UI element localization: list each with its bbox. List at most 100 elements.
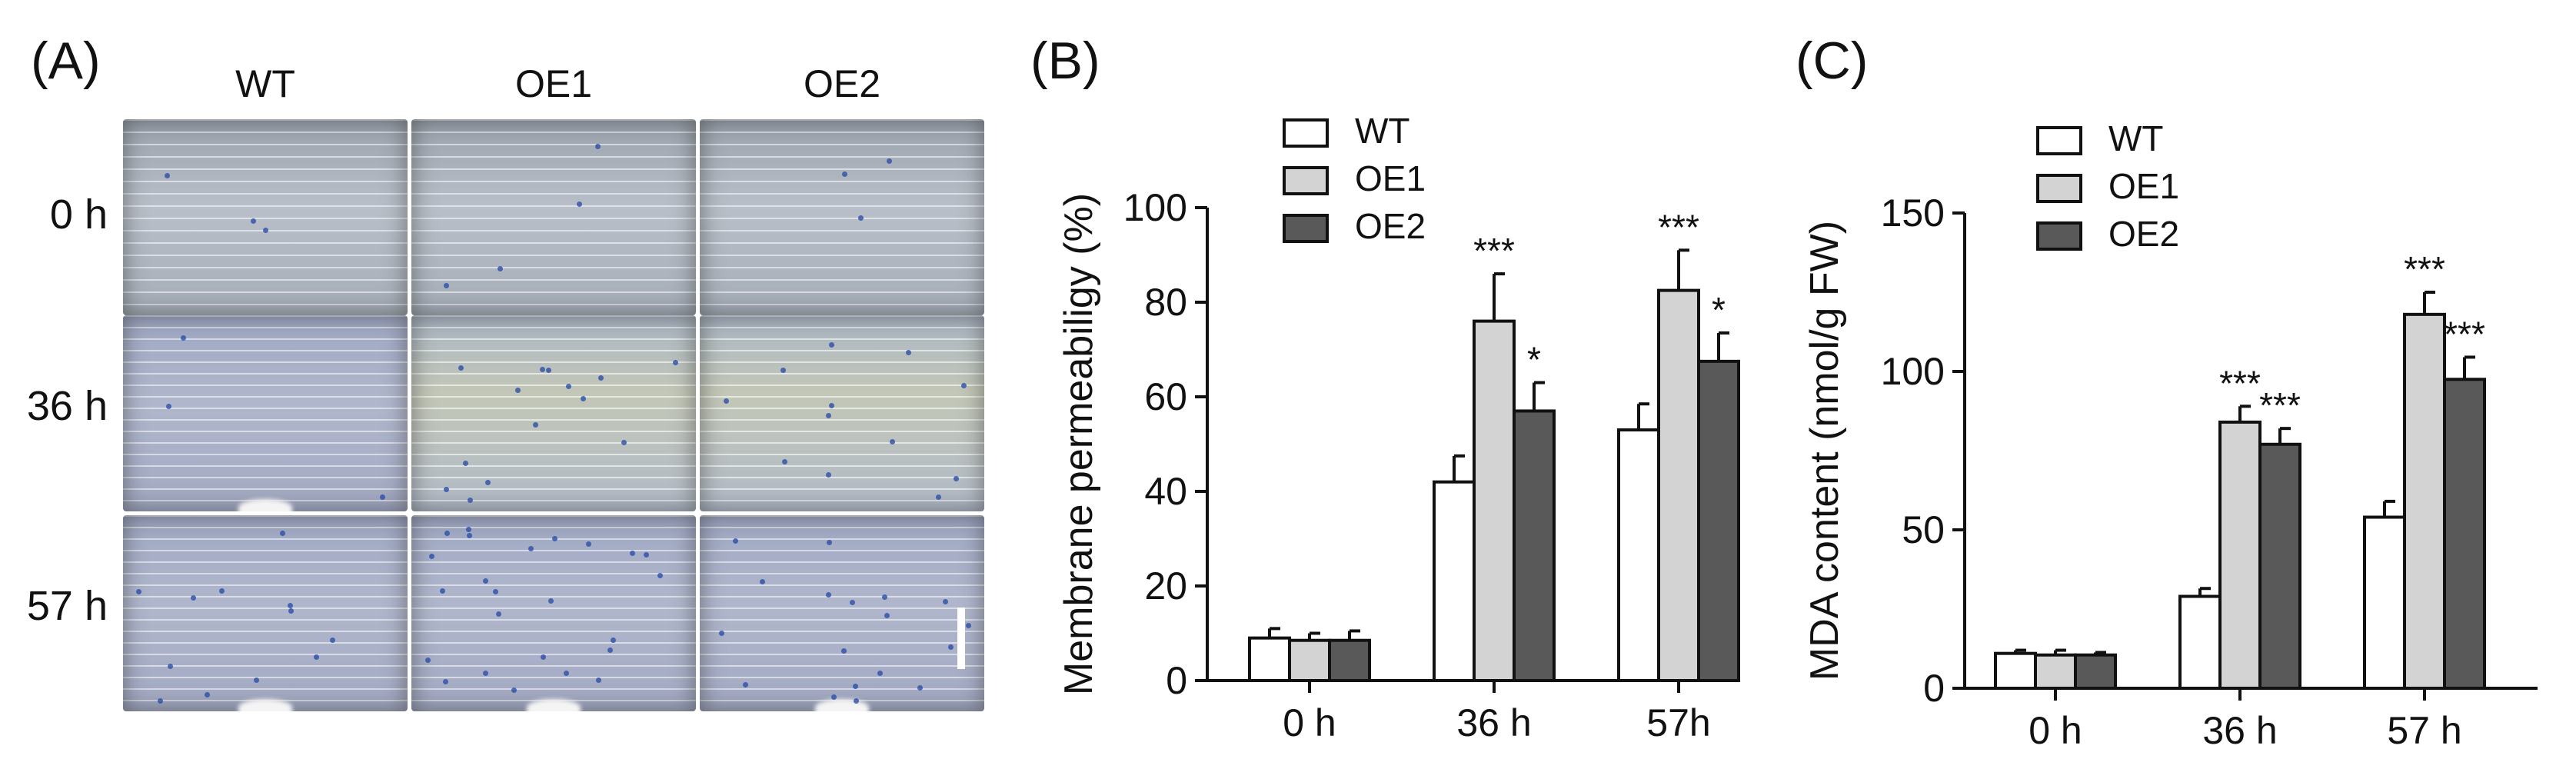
y-tick-label: 50 <box>1902 508 1945 551</box>
y-axis-label: Membrane permeabiligy (%) <box>1057 193 1101 695</box>
bar-wt <box>2178 594 2222 691</box>
stain-spot <box>672 359 678 365</box>
row-label-57h: 57 h <box>26 583 108 629</box>
stain-spot <box>429 553 435 559</box>
stain-spot <box>565 384 571 390</box>
stain-spot <box>532 421 538 428</box>
col-label-wt: WT <box>235 62 295 105</box>
stain-spot <box>733 538 739 544</box>
stain-spot <box>905 349 911 355</box>
stain-spot <box>830 694 837 700</box>
bar-oe2 <box>2443 378 2486 690</box>
bar-wt <box>1433 480 1476 682</box>
stain-spot <box>826 412 831 418</box>
bar-oe1 <box>2034 653 2077 690</box>
bar-wt <box>1617 428 1660 682</box>
significance-mark: * <box>1527 340 1541 380</box>
stain-spot <box>852 683 858 689</box>
stain-spot <box>158 697 164 704</box>
stain-spot <box>496 611 502 617</box>
bar-oe1 <box>1657 288 1700 682</box>
stain-spot <box>829 402 835 408</box>
y-tick-label: 150 <box>1881 191 1945 235</box>
micrograph-wt-36h <box>123 315 408 511</box>
stain-spot <box>444 530 450 536</box>
stain-spot <box>960 383 967 389</box>
stain-spot <box>598 375 604 381</box>
stain-spot <box>826 539 832 545</box>
bar-oe2 <box>1328 638 1371 682</box>
legend-swatch-oe1 <box>2036 174 2082 203</box>
stain-spot <box>780 368 786 374</box>
bar-oe1 <box>1288 638 1331 682</box>
y-tick-label: 80 <box>1144 281 1187 324</box>
stain-spot <box>485 479 491 485</box>
stain-spot <box>191 594 197 601</box>
legend-label-wt: WT <box>1355 111 1410 151</box>
stain-spot <box>829 342 835 348</box>
stain-spot <box>607 647 614 653</box>
stain-spot <box>439 588 445 594</box>
stain-spot <box>826 471 832 478</box>
stain-spot <box>594 144 601 150</box>
stain-spot <box>954 475 960 481</box>
stain-spot <box>943 598 949 604</box>
panel-b-label: (B) <box>1030 32 1100 90</box>
bar-wt <box>1248 636 1291 683</box>
significance-mark: *** <box>2259 385 2301 425</box>
stain-spot <box>724 398 730 404</box>
stain-spot <box>288 603 294 609</box>
row-label-36h: 36 h <box>26 383 108 429</box>
significance-mark: *** <box>1658 207 1699 247</box>
micrograph-wt-0h <box>123 119 408 315</box>
legend-swatch-wt <box>1283 118 1329 148</box>
stain-spot <box>849 599 855 605</box>
legend-label-wt: WT <box>2108 118 2164 158</box>
micrograph-wt-57h <box>123 515 408 711</box>
significance-mark: *** <box>2219 363 2261 403</box>
x-tick-label: 57 h <box>2387 709 2461 752</box>
y-tick-label: 20 <box>1144 564 1187 608</box>
stain-spot <box>424 657 431 664</box>
legend-swatch-wt <box>2036 126 2082 155</box>
col-label-oe2: OE2 <box>803 62 881 105</box>
y-axis-label: MDA content (nmol/g FW) <box>1802 221 1847 681</box>
stain-spot <box>595 677 601 683</box>
stain-spot <box>643 551 649 558</box>
bar-oe1 <box>1473 319 1516 682</box>
stain-spot <box>889 438 895 444</box>
stain-spot <box>528 545 534 551</box>
stain-spot <box>547 598 554 604</box>
stain-spot <box>826 591 832 598</box>
panel-c-label: (C) <box>1796 32 1869 90</box>
stain-spot <box>514 387 521 393</box>
micrograph-oe1-57h <box>411 515 696 711</box>
row-label-0h: 0 h <box>49 191 108 238</box>
stain-spot <box>467 497 473 503</box>
stain-spot <box>546 368 552 374</box>
micrograph-oe1-36h <box>411 315 696 511</box>
stain-spot <box>493 588 499 594</box>
stain-spot <box>539 367 545 373</box>
x-tick-label: 0 h <box>2029 709 2082 752</box>
stain-spot <box>948 644 954 650</box>
micrograph-oe1-0h <box>411 119 696 315</box>
stain-spot <box>483 670 489 676</box>
legend-label-oe2: OE2 <box>2108 214 2179 254</box>
stain-spot <box>935 494 941 500</box>
bar-oe1 <box>2403 312 2446 690</box>
x-tick-label: 57h <box>1646 701 1710 744</box>
y-tick-label: 40 <box>1144 470 1187 513</box>
stain-spot <box>586 541 592 548</box>
stain-spot <box>610 637 616 643</box>
scale-bar <box>957 608 965 669</box>
stain-spot <box>444 487 450 493</box>
x-tick-label: 36 h <box>1456 701 1531 744</box>
legend-label-oe1: OE1 <box>1355 158 1426 198</box>
stain-spot <box>884 613 890 619</box>
stain-spot <box>165 172 171 178</box>
col-label-oe1: OE1 <box>514 62 593 105</box>
stain-spot <box>166 403 172 409</box>
stain-spot <box>719 631 725 637</box>
bar-oe2 <box>2074 653 2117 690</box>
